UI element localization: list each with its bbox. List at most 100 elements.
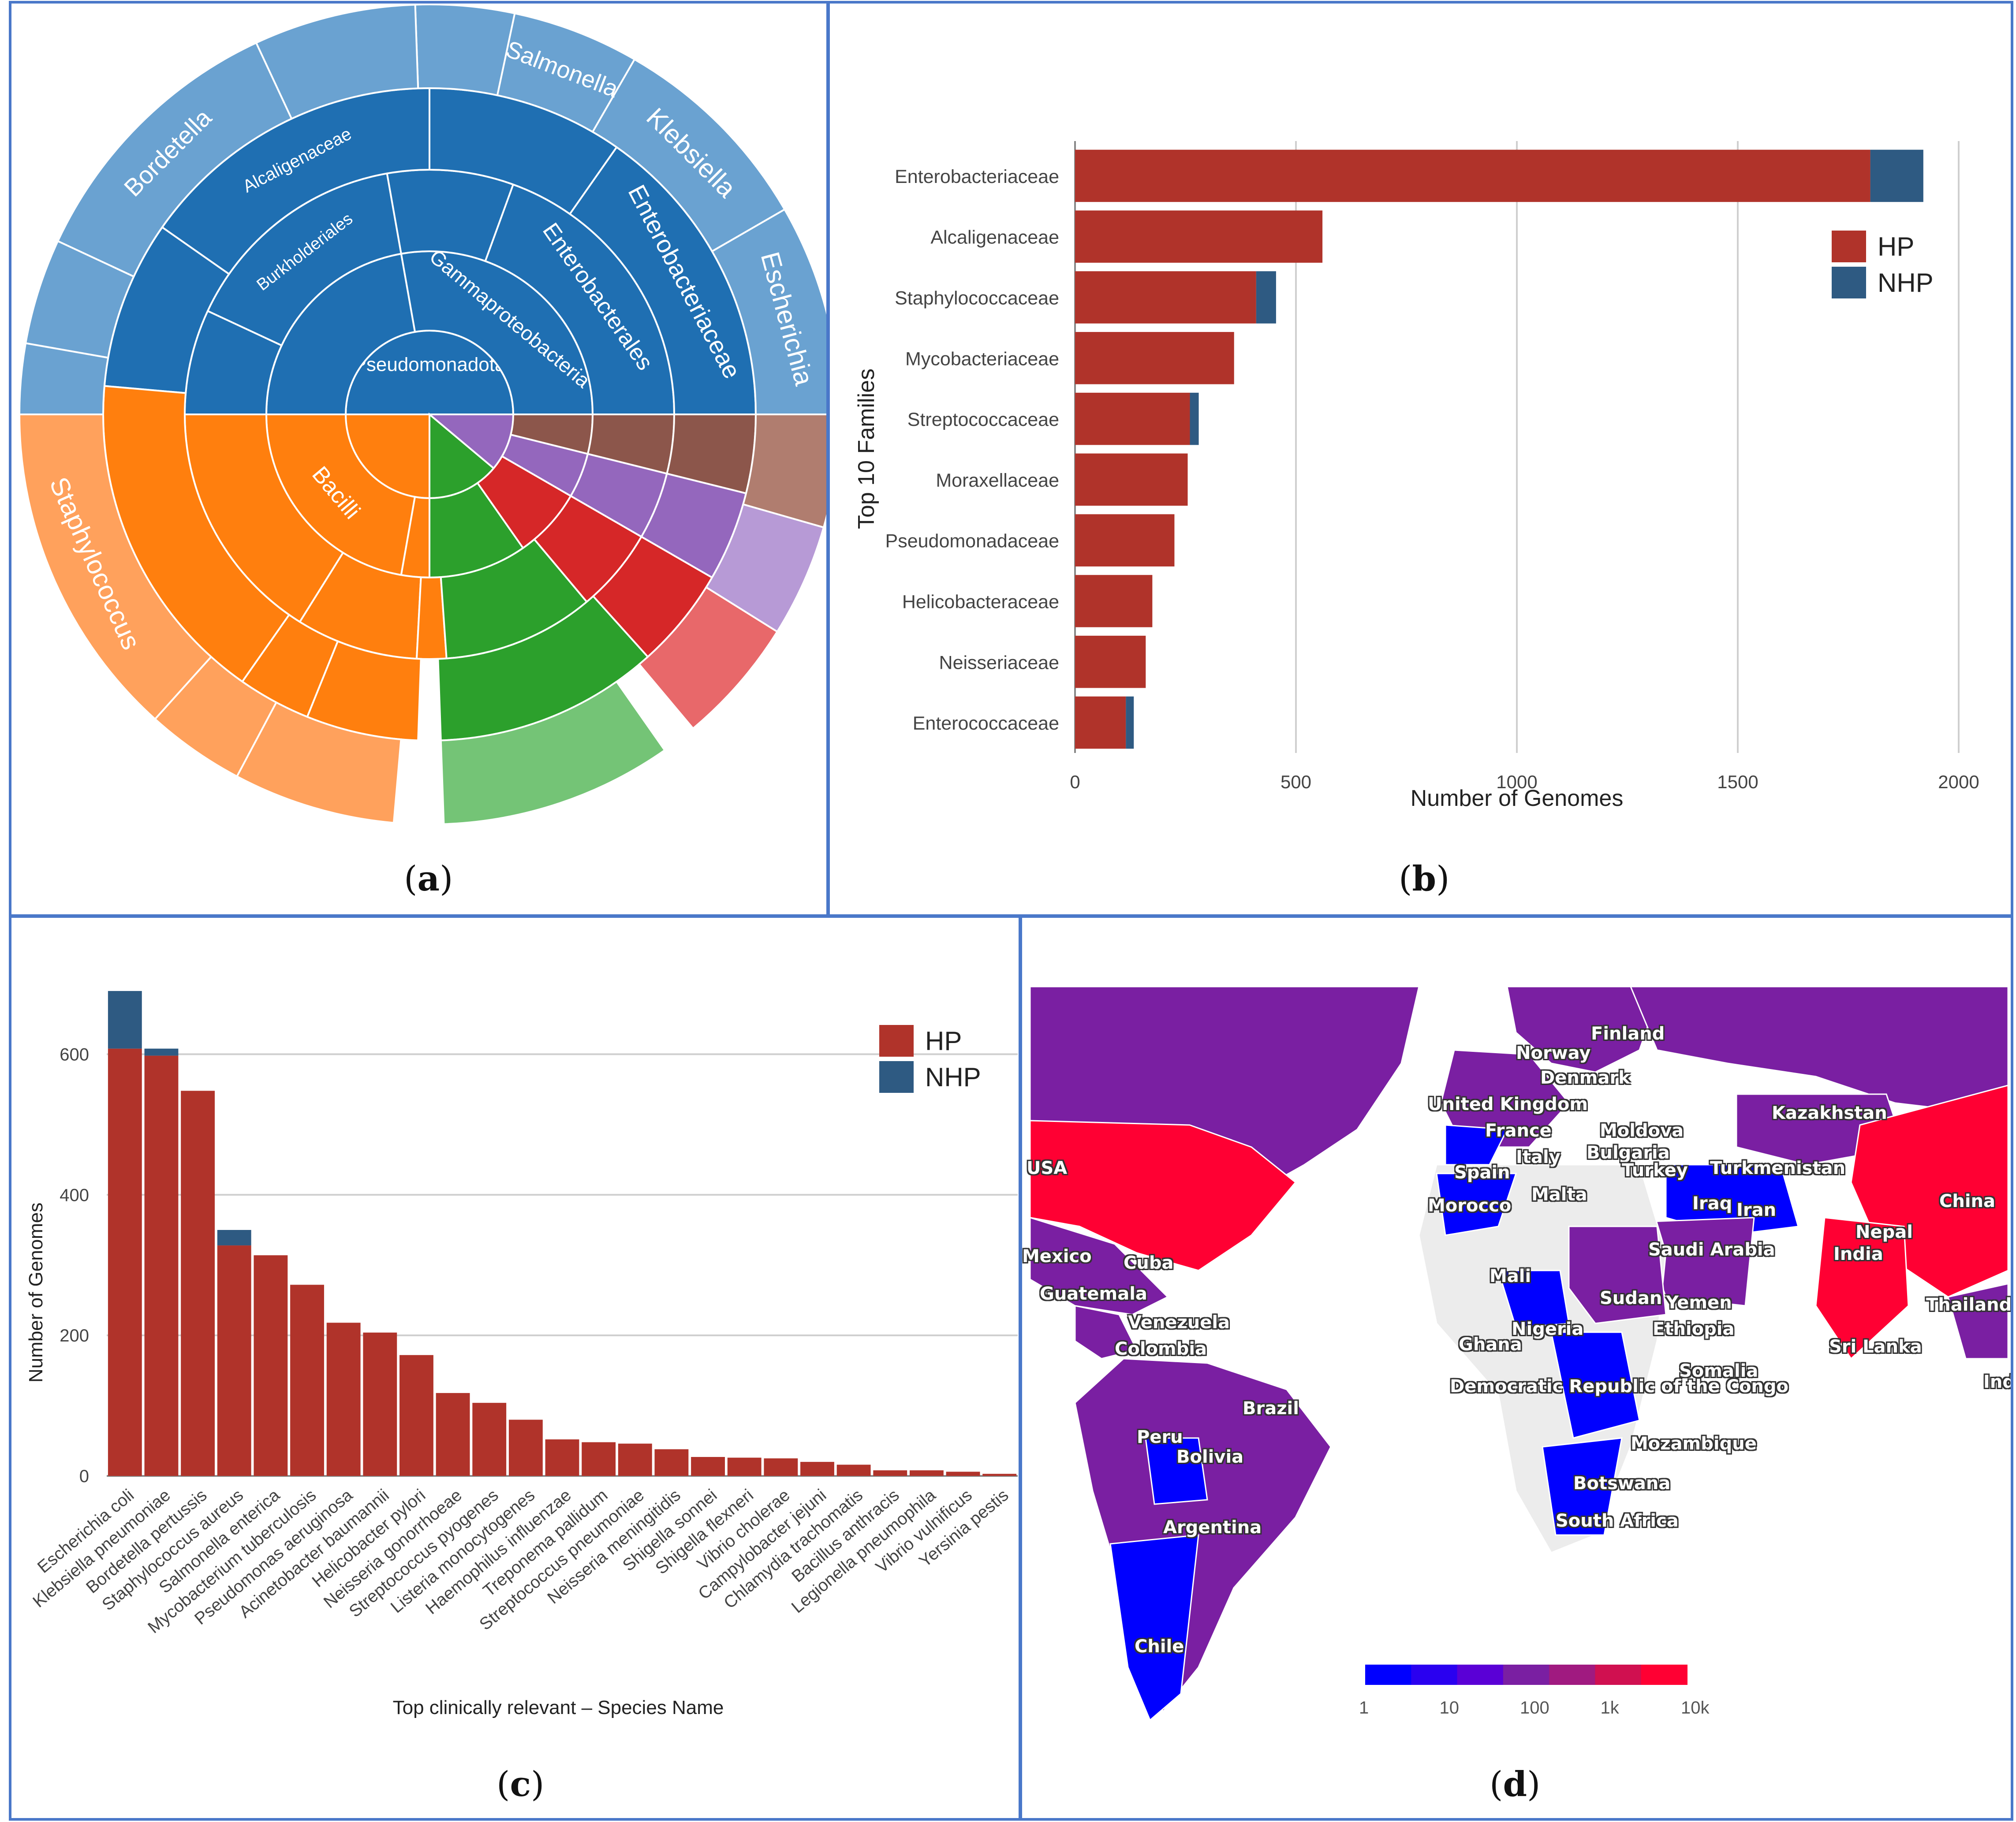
genus-treponema (742, 414, 826, 529)
legend-hp: HP (879, 1023, 981, 1059)
x-tick-label: 1000 (1496, 771, 1537, 792)
map-label-bulgaria: Bulgaria (1587, 1143, 1670, 1163)
color-scale-step (1411, 1665, 1458, 1685)
map-label-iraq: Iraq (1692, 1193, 1732, 1214)
genus-neisseria (24, 240, 135, 359)
bar-hp (618, 1443, 652, 1476)
y-tick-label: 400 (60, 1185, 89, 1205)
y-tick-label: Staphylococcaceae (895, 288, 1059, 309)
x-tick-label: 1500 (1717, 771, 1758, 792)
region-southern-africa (1542, 1437, 1623, 1536)
bar-hp (290, 1285, 324, 1476)
map-label-venezuela: Venezuela (1128, 1312, 1230, 1333)
map-label-saudi-arabia: Saudi Arabia (1648, 1240, 1775, 1260)
legend-hp-label: HP (925, 1026, 962, 1056)
bar-hp (472, 1403, 507, 1476)
map-label-somalia: Somalia (1679, 1361, 1758, 1381)
map-label-democratic-republic-of-the-congo: Democratic Republic of the Congo (1450, 1376, 1789, 1397)
panel-a-sunburst: Pseudomonadota Gammaproteobacteria Bacilli… (9, 1, 829, 917)
y-tick-label: 200 (60, 1326, 89, 1345)
bar-hp (1075, 210, 1323, 263)
legend-nhp-label: NHP (925, 1062, 981, 1092)
region-central-africa (1550, 1331, 1640, 1439)
color-scale-step (1503, 1665, 1550, 1685)
bar-hp (727, 1457, 762, 1476)
bar-nhp (1870, 149, 1923, 202)
genus-escherichia (711, 208, 826, 415)
map-label-malta: Malta (1531, 1185, 1587, 1205)
genus-streptococcus (235, 701, 402, 824)
bar-nhp (1256, 271, 1276, 324)
panel-d-caption: (d) (1490, 1764, 1541, 1804)
map-label-united-kingdom: United Kingdom (1428, 1094, 1588, 1114)
bar-hp (873, 1470, 907, 1476)
map-label-finland: Finland (1591, 1024, 1665, 1044)
color-scale-tick: 10 (1439, 1698, 1460, 1718)
bar-hp (508, 1420, 543, 1476)
bar-hp (1075, 575, 1153, 627)
region-morocco (1436, 1173, 1517, 1236)
map-label-turkey: Turkey (1622, 1160, 1688, 1181)
bar-hp (1075, 332, 1234, 384)
color-scale-tick: 1k (1600, 1698, 1619, 1718)
bar-hp (582, 1442, 616, 1476)
genus-klebsiella (591, 58, 786, 253)
panel-b-caption: (b) (1399, 859, 1450, 899)
color-scale-step (1457, 1665, 1504, 1685)
region-peru-bolivia (1145, 1437, 1208, 1505)
genus-salmonella (496, 12, 636, 133)
map-label-chile: Chile (1135, 1636, 1184, 1657)
bar-hp (363, 1332, 397, 1476)
region-east-africa (1568, 1226, 1667, 1324)
y-tick-label: Enterobacteriaceae (895, 166, 1059, 187)
bar-hp (1075, 514, 1175, 566)
x-axis-label: Number of Genomes (1411, 786, 1624, 811)
map-label-cuba: Cuba (1124, 1253, 1174, 1273)
bar-hp (254, 1255, 288, 1476)
map-label-india: India (1833, 1244, 1883, 1264)
y-tick-label: 600 (60, 1045, 89, 1064)
map-label-south-africa: South Africa (1556, 1511, 1679, 1531)
map-label-botswana: Botswana (1573, 1473, 1671, 1494)
map-label-france: France (1485, 1121, 1552, 1141)
y-axis-label: Top 10 Families (854, 369, 879, 529)
y-tick-label: 0 (79, 1467, 89, 1486)
choropleth-map (1022, 918, 2011, 1818)
bar-hp (1075, 271, 1256, 324)
bar-hp (1075, 636, 1146, 688)
bar-hp (1075, 392, 1190, 445)
map-label-morocco: Morocco (1428, 1196, 1512, 1216)
x-tick-label: 0 (1070, 771, 1080, 792)
region-russia (1629, 986, 2009, 1117)
panel-b-legend: HP NHP (1832, 228, 1934, 301)
legend-nhp: NHP (879, 1059, 981, 1095)
panel-c-legend: HP NHP (879, 1023, 981, 1095)
region-central-america (1074, 1305, 1138, 1360)
y-tick-label: Helicobacteraceae (902, 592, 1059, 613)
map-label-sri-lanka: Sri Lanka (1829, 1337, 1922, 1357)
map-label-kazakhstan: Kazakhstan (1772, 1103, 1887, 1123)
legend-nhp-swatch (879, 1061, 914, 1093)
map-label-moldova: Moldova (1600, 1121, 1684, 1141)
panel-d-world-map: Finland Norway Denmark United Kingdom France… (1019, 915, 2013, 1821)
y-tick-label: Alcaligenaceae (930, 227, 1059, 248)
bar-nhp (1190, 392, 1199, 445)
map-label-peru: Peru (1137, 1427, 1183, 1447)
bar-nhp (144, 1048, 179, 1056)
map-label-nepal: Nepal (1855, 1222, 1913, 1242)
map-label-china: China (1939, 1191, 1996, 1211)
color-scale-step (1595, 1665, 1642, 1685)
x-tick-label: 2000 (1938, 771, 1979, 792)
x-axis-label: Top clinically relevant – Species Name (393, 1697, 724, 1718)
map-label-colombia: Colombia (1115, 1339, 1207, 1359)
order-eubacteriales (415, 576, 448, 660)
bar-hp (691, 1457, 725, 1476)
bar-hp (1075, 696, 1126, 749)
region-india (1815, 1217, 1909, 1360)
genus-shigella (414, 4, 516, 97)
y-tick-label: Neisseriaceae (939, 652, 1059, 673)
map-label-indonesia: Indonesia (1983, 1372, 2011, 1392)
region-west-africa (1497, 1270, 1570, 1329)
map-label-mexico: Mexico (1022, 1246, 1092, 1267)
